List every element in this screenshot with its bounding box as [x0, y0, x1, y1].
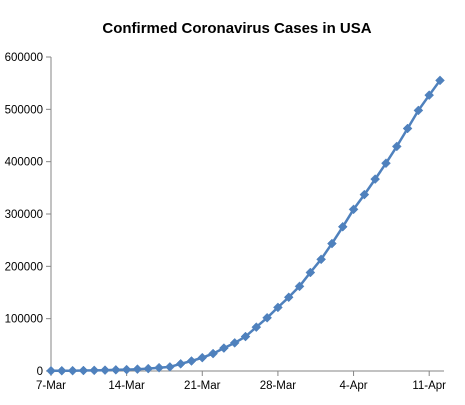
- series-layer: [46, 75, 445, 376]
- axes: [46, 56, 444, 376]
- y-tick-label: 200000: [5, 261, 43, 273]
- y-tick-label: 0: [37, 366, 43, 378]
- data-point-marker: [186, 356, 197, 366]
- y-tick-label: 400000: [5, 157, 43, 169]
- data-point-marker: [208, 348, 218, 359]
- x-tick-label: 7-Mar: [36, 380, 66, 392]
- y-tick-label: 300000: [5, 209, 43, 221]
- data-point-marker: [56, 365, 67, 376]
- data-point-marker: [283, 292, 294, 303]
- data-point-marker: [46, 365, 56, 376]
- data-point-marker: [348, 204, 359, 215]
- data-point-marker: [337, 221, 348, 232]
- series-line: [50, 79, 442, 373]
- x-axis-labels: 7-Mar 14-Mar 21-Mar 28-Mar 4-Apr 11-Apr: [36, 380, 446, 392]
- data-point-marker: [381, 158, 391, 169]
- data-point-marker: [391, 141, 402, 152]
- y-tick-label: 100000: [5, 314, 43, 326]
- data-point-marker: [175, 358, 186, 369]
- data-point-marker: [78, 365, 89, 376]
- data-point-marker: [219, 343, 229, 353]
- x-tick-label: 28-Mar: [260, 380, 297, 392]
- data-point-marker: [305, 267, 316, 278]
- data-point-marker: [359, 189, 370, 200]
- data-point-marker: [273, 302, 283, 313]
- data-point-marker: [121, 364, 132, 375]
- data-point-marker: [424, 90, 435, 101]
- data-point-marker: [110, 364, 121, 375]
- data-point-marker: [262, 312, 272, 323]
- data-point-marker: [89, 365, 100, 376]
- data-point-marker: [154, 362, 164, 373]
- data-point-marker: [316, 254, 326, 265]
- y-tick-label: 500000: [5, 104, 43, 116]
- x-tick-label: 14-Mar: [108, 380, 145, 392]
- chart-title: Confirmed Coronavirus Cases in USA: [102, 20, 371, 37]
- x-tick-label: 4-Apr: [339, 380, 367, 392]
- x-tick-label: 21-Mar: [184, 380, 221, 392]
- data-point-marker: [229, 338, 240, 348]
- y-tick-label: 600000: [5, 52, 43, 64]
- data-point-marker: [402, 123, 413, 134]
- data-point-marker: [143, 363, 154, 374]
- data-point-marker: [435, 75, 445, 86]
- y-axis-labels: 0 100000 200000 300000 400000 500000 600000: [5, 52, 43, 378]
- data-point-marker: [100, 365, 110, 376]
- data-point-marker: [165, 362, 175, 372]
- data-point-marker: [327, 238, 337, 249]
- data-point-marker: [67, 365, 78, 376]
- data-point-marker: [251, 322, 262, 332]
- data-point-marker: [132, 364, 143, 375]
- data-point-marker: [370, 174, 381, 184]
- data-point-marker: [197, 352, 208, 363]
- data-point-marker: [240, 331, 251, 342]
- data-point-marker: [294, 281, 305, 292]
- data-point-marker: [413, 105, 424, 116]
- x-tick-label: 11-Apr: [412, 380, 446, 392]
